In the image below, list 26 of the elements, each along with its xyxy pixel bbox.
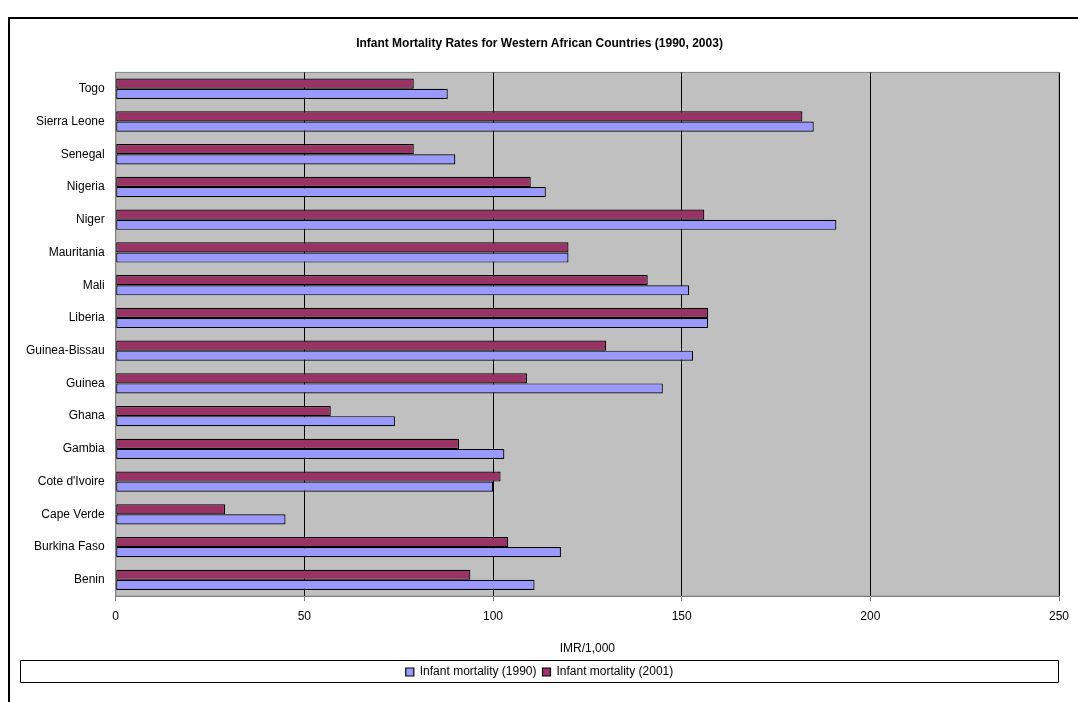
legend-label: Infant mortality (1990) (419, 664, 537, 679)
x-tick-label: 0 (112, 608, 120, 623)
y-tick-label: Benin (74, 572, 105, 587)
y-tick-label: Togo (78, 81, 106, 96)
y-tick-label: Ghana (68, 408, 106, 423)
y-tick-label: Guinea (66, 375, 106, 390)
y-tick-label: Liberia (68, 310, 106, 325)
x-tick-label: 200 (860, 608, 881, 623)
y-tick-label: Niger (76, 212, 105, 227)
y-tick-label: Guinea-Bissau (25, 342, 105, 357)
y-tick-label: Senegal (60, 146, 105, 161)
y-tick-label: Cape Verde (41, 506, 106, 521)
y-tick-label: Mauritania (48, 244, 106, 259)
x-tick-label: 150 (671, 608, 693, 623)
chart-title: Infant Mortality Rates for Western African Countries (1990, 2003) (356, 35, 723, 50)
y-tick-label: Gambia (62, 441, 106, 456)
x-tick-label: 250 (1048, 608, 1070, 623)
y-tick-label: Burkina Faso (34, 539, 106, 554)
legend-label: Infant mortality (2001) (556, 664, 674, 679)
y-tick-label: Mali (82, 277, 105, 292)
x-tick-label: 100 (483, 608, 504, 623)
y-tick-label: Nigeria (66, 179, 106, 194)
y-tick-label: Sierra Leone (35, 113, 106, 128)
x-tick-label: 50 (297, 608, 312, 623)
y-tick-label: Cote d'Ivoire (37, 473, 106, 488)
x-axis-title: IMR/1,000 (559, 641, 616, 656)
